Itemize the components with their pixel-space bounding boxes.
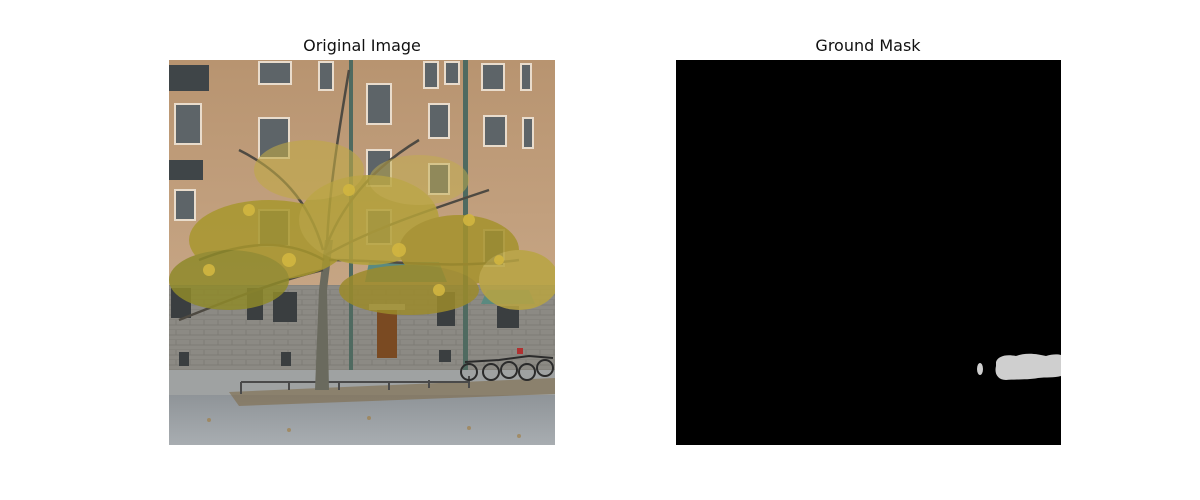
bicycles xyxy=(460,354,554,381)
street xyxy=(169,395,555,445)
balcony xyxy=(169,65,209,91)
mask-background xyxy=(676,60,1061,445)
original-image-title: Original Image xyxy=(303,36,421,55)
tree-trunk xyxy=(315,240,333,390)
mask-region xyxy=(995,353,1061,380)
mask-region-small xyxy=(977,363,983,375)
original-photo-svg xyxy=(169,60,555,445)
ground-mask-svg xyxy=(676,60,1061,445)
original-image xyxy=(169,60,555,445)
tree-foliage xyxy=(169,140,555,315)
railing xyxy=(240,376,470,394)
ground-mask xyxy=(676,60,1061,445)
front-door xyxy=(377,308,397,358)
ground-mask-title: Ground Mask xyxy=(815,36,921,55)
